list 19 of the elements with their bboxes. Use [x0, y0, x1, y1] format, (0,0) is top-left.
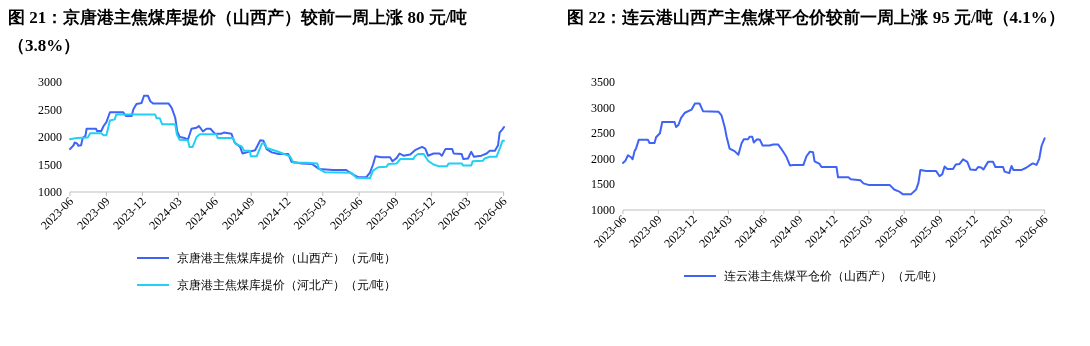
- legend-label: 连云港主焦煤平仓价（山西产）（元/吨）: [724, 269, 944, 283]
- y-tick-label: 3000: [38, 75, 62, 89]
- legend-label: 京唐港主焦煤库提价（河北产）（元/吨）: [177, 278, 397, 292]
- line-series: [69, 94, 505, 179]
- line-series: [622, 102, 1046, 196]
- y-tick-label: 2000: [591, 151, 615, 166]
- line-series: [69, 113, 505, 180]
- y-tick-label: 2500: [591, 126, 615, 141]
- chart-title: 图 21：京唐港主焦煤库提价（山西产）较前一周上涨 80 元/吨（3.8%）: [8, 7, 469, 57]
- y-tick-label: 3000: [591, 100, 615, 115]
- legend-label: 京唐港主焦煤库提价（山西产）（元/吨）: [177, 251, 397, 265]
- y-tick-label: 1500: [591, 177, 615, 192]
- y-tick-label: 2000: [38, 130, 62, 144]
- y-tick-label: 1500: [38, 157, 62, 172]
- chart-title: 图 22：连云港山西产主焦煤平仓价较前一周上涨 95 元/吨（4.1%）: [566, 7, 1066, 29]
- y-tick-label: 1000: [591, 203, 615, 217]
- y-tick-label: 1000: [38, 185, 62, 199]
- y-tick-label: 3500: [591, 75, 615, 89]
- y-tick-label: 2500: [38, 102, 62, 117]
